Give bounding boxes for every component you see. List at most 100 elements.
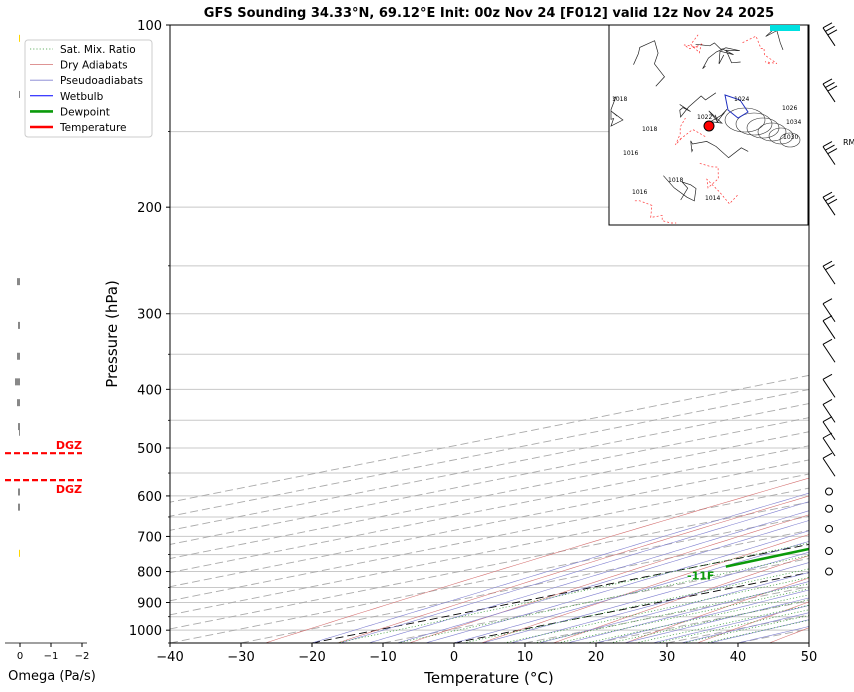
map-pressure-label: 1016: [623, 150, 638, 157]
wind-barb-staff: [822, 303, 836, 323]
wind-barb-staff: [822, 343, 836, 363]
map-contour: [698, 162, 738, 205]
mixing-ratio-line: [586, 594, 809, 643]
pseudoadiabat: [510, 562, 809, 643]
omega-bar: [19, 90, 20, 98]
pseudoadiabat: [453, 541, 809, 643]
map-pressure-label: 1018: [668, 177, 683, 184]
omega-bar: [15, 378, 20, 386]
x-axis-ticks: −40 −30 −20 −10 0 10 20 30 40 50: [156, 643, 817, 665]
map-contour: [663, 175, 697, 202]
y-tick-label: 800: [137, 566, 162, 581]
pseudoadiabat: [368, 510, 809, 643]
map-precip-contour: [724, 94, 749, 119]
pseudoadiabat: [397, 520, 809, 643]
map-isobar: [768, 127, 794, 145]
wind-barb-flag: [822, 191, 833, 198]
y-tick-label: 100: [137, 19, 162, 34]
wind-barb-flag: [827, 29, 838, 36]
dry-adiabat: [265, 477, 809, 643]
wind-barb-flag: [822, 141, 833, 148]
wind-barb-flag: [825, 144, 835, 151]
wind-barb-staff: [822, 265, 836, 285]
annotations: -11F43F: [687, 570, 714, 583]
x-tick-label: −20: [298, 650, 325, 665]
omega-bar: [17, 278, 20, 286]
x-tick-label: 30: [659, 650, 676, 665]
storm-motion-label: RM: [843, 138, 854, 147]
calm-wind-circle: [825, 547, 833, 556]
y-axis-ticks: 100 200 300 400 500 600 700 800 900 1000: [129, 19, 170, 644]
wind-barb-flag: [827, 198, 838, 205]
isotherm-line: [170, 473, 809, 602]
mixing-ratio-line: [557, 588, 809, 643]
omega-bar: [19, 428, 20, 436]
x-tick-label: 20: [588, 650, 605, 665]
omega-bar: [17, 352, 20, 360]
calm-wind-circle: [825, 524, 833, 533]
isotherm-line: [170, 417, 809, 545]
pseudoadiabat: [539, 572, 809, 643]
pseudoadiabat: [425, 530, 809, 643]
wind-barb-staff: [822, 196, 836, 216]
omega-panel: 0 −1 −2 DGZ DGZ: [5, 34, 90, 662]
isotherm-line: [170, 459, 809, 588]
location-marker: [703, 120, 715, 132]
map-pressure-label: 1022: [697, 114, 712, 121]
wind-barb-flag: [825, 25, 835, 32]
wind-barb-flag: [822, 78, 833, 85]
omega-bar: [18, 321, 20, 329]
wind-barb-staff: [822, 404, 836, 423]
wind-barb-flag: [822, 260, 833, 267]
legend-label: Dewpoint: [60, 106, 110, 118]
wind-barb-staff: [822, 27, 836, 47]
pseudoadiabat: [340, 501, 809, 643]
calm-wind-circle: [825, 567, 833, 576]
legend-label: Wetbulb: [60, 91, 104, 103]
y-tick-label: 200: [137, 201, 162, 216]
wind-barb-flag: [822, 416, 833, 423]
map-contour: [702, 47, 741, 69]
legend: Sat. Mix. Ratio Dry Adiabats Pseudoadiabat…: [24, 39, 153, 138]
omega-bar: [19, 34, 20, 42]
map-isobar: [735, 112, 773, 136]
legend-label: Temperature: [59, 122, 127, 134]
y-tick-label: 300: [137, 308, 162, 323]
map-pressure-label: 1018: [612, 96, 627, 103]
x-tick-label: 40: [730, 650, 747, 665]
x-tick-label: 50: [801, 650, 818, 665]
wind-barb-flag: [825, 195, 835, 202]
plot-frame: [169, 24, 810, 644]
wind-barb-flag: [825, 82, 835, 88]
isotherm-line: [240, 529, 809, 643]
mixing-ratio-line: [503, 577, 809, 643]
omega-axis-label: Omega (Pa/s): [8, 669, 96, 684]
x-tick-label: −40: [156, 650, 183, 665]
pseudoadiabat: [567, 581, 809, 643]
calm-wind-circle: [825, 504, 833, 513]
omega-tick-label: −2: [75, 651, 90, 662]
calm-wind-circle: [825, 487, 833, 496]
map-contour: [679, 92, 717, 118]
y-tick-label: 700: [137, 530, 162, 545]
wind-barb-flag: [827, 85, 838, 92]
map-pressure-label: 1018: [642, 126, 657, 133]
omega-tick-label: 0: [17, 651, 23, 662]
map-contour: [610, 95, 624, 127]
wind-barb-flag: [822, 452, 833, 459]
map-pressure-label: 1030: [783, 134, 798, 141]
legend-label: Pseudoadiabats: [60, 75, 143, 87]
isotherm-line: [170, 487, 809, 616]
wind-barb-staff: [822, 457, 836, 477]
mixing-ratio-line: [397, 555, 809, 643]
omega-tick-label: −1: [44, 651, 59, 662]
x-tick-label: −10: [369, 650, 396, 665]
y-tick-label: 600: [137, 490, 162, 505]
x-axis-label: Temperature (°C): [423, 669, 553, 687]
inset-map: 1018 1022 1024 1026 1018 1016 1016 1030 1034 1018…: [608, 24, 809, 226]
omega-bar: [18, 488, 20, 496]
map-isobar: [779, 132, 801, 148]
map-pressure-label: 1014: [705, 195, 720, 202]
dry-adiabat: [409, 514, 809, 643]
y-tick-label: 400: [137, 383, 162, 398]
